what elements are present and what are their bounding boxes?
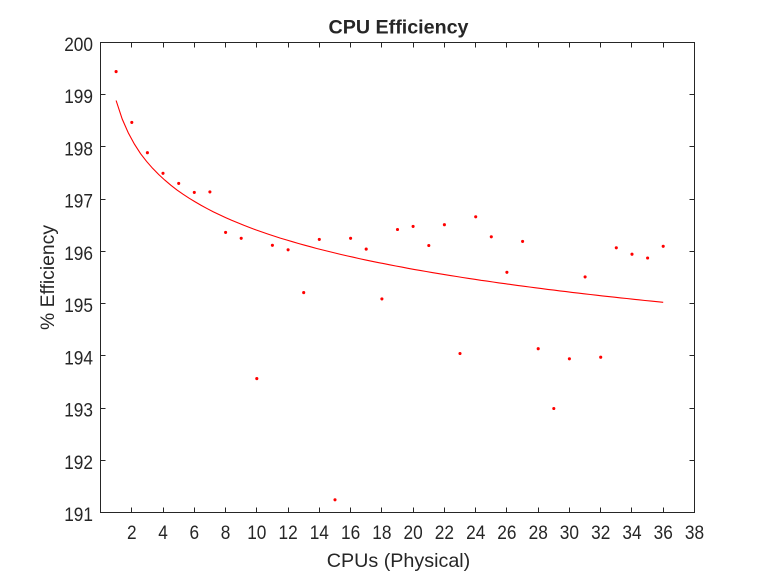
svg-text:14: 14 [310, 522, 329, 544]
svg-text:20: 20 [404, 522, 423, 544]
svg-text:30: 30 [560, 522, 579, 544]
svg-text:12: 12 [279, 522, 298, 544]
svg-text:38: 38 [685, 522, 704, 544]
svg-text:24: 24 [466, 522, 485, 544]
svg-text:194: 194 [64, 347, 93, 369]
svg-text:199: 199 [64, 86, 93, 108]
svg-text:192: 192 [64, 452, 93, 474]
svg-text:10: 10 [247, 522, 266, 544]
svg-text:28: 28 [529, 522, 548, 544]
svg-text:196: 196 [64, 243, 93, 265]
svg-text:198: 198 [64, 138, 93, 160]
svg-text:197: 197 [64, 191, 93, 213]
svg-text:200: 200 [64, 34, 93, 56]
svg-text:191: 191 [64, 504, 93, 526]
svg-text:195: 195 [64, 295, 93, 317]
svg-text:193: 193 [64, 400, 93, 422]
svg-text:36: 36 [654, 522, 673, 544]
svg-text:4: 4 [158, 522, 168, 544]
svg-text:32: 32 [591, 522, 610, 544]
svg-text:% Efficiency: % Efficiency [37, 225, 59, 330]
svg-text:6: 6 [190, 522, 200, 544]
svg-text:8: 8 [221, 522, 231, 544]
svg-text:22: 22 [435, 522, 454, 544]
svg-text:34: 34 [622, 522, 641, 544]
svg-text:18: 18 [372, 522, 391, 544]
svg-text:2: 2 [127, 522, 137, 544]
svg-text:CPUs (Physical): CPUs (Physical) [327, 550, 471, 572]
svg-text:26: 26 [497, 522, 516, 544]
svg-text:16: 16 [341, 522, 360, 544]
svg-text:CPU Efficiency: CPU Efficiency [329, 17, 469, 39]
